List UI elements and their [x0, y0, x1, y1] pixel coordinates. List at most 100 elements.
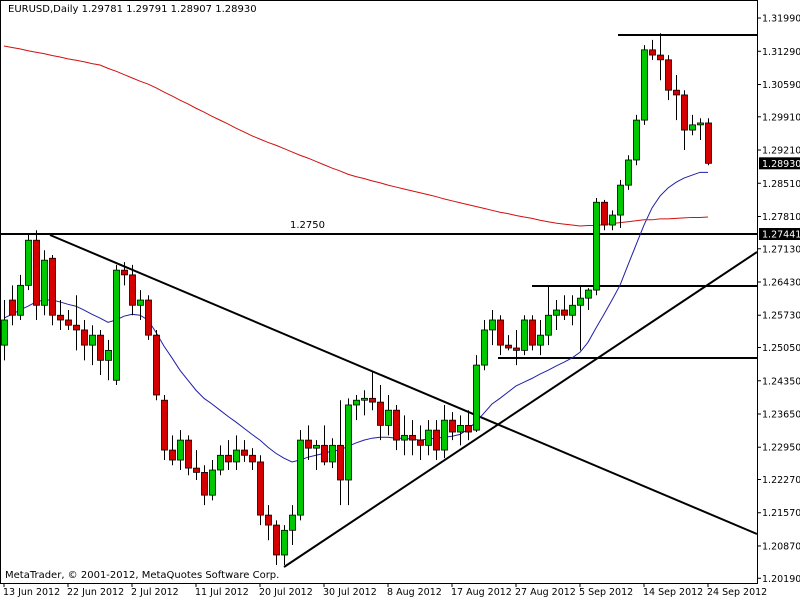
y-tick-label: 1.28510: [762, 179, 800, 190]
plot: [0, 33, 757, 565]
candle-body: [441, 419, 448, 451]
candle-body: [193, 467, 200, 473]
level-tag: [759, 228, 800, 241]
drawn-objects: [49, 34, 758, 568]
candle-body: [681, 94, 688, 131]
candle-body: [601, 201, 608, 226]
y-tick-label: 1.22270: [762, 475, 800, 486]
candle-body: [81, 329, 88, 346]
candle-body: [281, 529, 288, 556]
candle-body: [1, 319, 8, 346]
candle-body: [73, 324, 80, 331]
candle-body: [689, 124, 696, 131]
y-tick-label: 1.29910: [762, 112, 800, 123]
candle-body: [641, 49, 648, 121]
footer: MetaTrader, © 2001-2012, MetaQuotes Soft…: [5, 570, 279, 581]
candle-body: [249, 454, 256, 463]
y-tick-label: 1.21570: [762, 508, 800, 519]
candle-body: [697, 122, 704, 126]
candle-body: [649, 49, 656, 56]
candle-body: [89, 334, 96, 346]
candle-body: [481, 329, 488, 366]
candle-body: [401, 434, 408, 441]
candle-body: [473, 364, 480, 431]
candle-body: [209, 469, 216, 496]
candle-body: [489, 319, 496, 331]
candle-body: [17, 284, 24, 316]
candle-body: [385, 409, 392, 426]
x-tick-label: 30 Jul 2012: [323, 587, 377, 598]
candle-body: [201, 471, 208, 496]
candle-body: [529, 319, 536, 346]
y-tick-label: 1.25730: [762, 311, 800, 322]
candle-body: [41, 259, 48, 306]
candle-body: [577, 297, 584, 306]
x-tick-label: 14 Sep 2012: [643, 587, 703, 598]
candle-body: [265, 514, 272, 526]
x-tick-label: 22 Jun 2012: [67, 587, 124, 598]
x-tick-label: 11 Jul 2012: [195, 587, 249, 598]
candle-body: [497, 319, 504, 346]
candle-body: [25, 239, 32, 286]
candle-body: [417, 439, 424, 446]
candle-body: [705, 122, 712, 164]
candle-body: [329, 444, 336, 463]
candle-body: [561, 309, 568, 316]
candle-body: [57, 314, 64, 321]
y-tick-label: 1.22950: [762, 443, 800, 454]
candle-body: [49, 257, 56, 316]
candle-body: [113, 269, 120, 381]
candle-body: [105, 349, 112, 361]
candle-body: [121, 269, 128, 276]
candle-body: [337, 444, 344, 481]
x-tick-label: 24 Sep 2012: [707, 587, 767, 598]
level-name: 1.2750: [290, 220, 325, 231]
y-tick-label: 1.27810: [762, 212, 800, 223]
candle-body: [545, 314, 552, 336]
moving-average: [3, 171, 708, 463]
x-tick-label: 5 Sep 2012: [579, 587, 633, 598]
candle-body: [97, 334, 104, 361]
candle-body: [177, 439, 184, 461]
x-tick-label: 13 Jun 2012: [3, 587, 60, 598]
y-tick-label: 1.27130: [762, 244, 800, 255]
candle-body: [665, 59, 672, 91]
y-tick-label: 1.31290: [762, 47, 800, 58]
chart-title: EURUSD,Daily 1.29781 1.29791 1.28907 1.2…: [8, 4, 257, 15]
y-tick-label: 1.26430: [762, 278, 800, 289]
price-tag-label: 1.28930: [762, 159, 800, 170]
candle-body: [33, 239, 40, 306]
candle-body: [65, 319, 72, 326]
y-tick-label: 1.29210: [762, 146, 800, 157]
candle-body: [393, 409, 400, 441]
plot-frame: [0, 0, 758, 584]
candle-body: [553, 309, 560, 316]
candle-body: [233, 449, 240, 463]
trend-line: [49, 234, 758, 535]
candle-body: [457, 424, 464, 433]
y-tick-label: 1.30590: [762, 80, 800, 91]
y-tick-label: 1.23650: [762, 409, 800, 420]
candle-body: [273, 524, 280, 556]
candle-body: [185, 439, 192, 469]
candle-body: [409, 434, 416, 441]
candle-body: [289, 514, 296, 531]
candle-body: [609, 214, 616, 226]
y-tick-label: 1.20870: [762, 541, 800, 552]
candle-body: [345, 404, 352, 481]
y-tick-label: 1.24350: [762, 376, 800, 387]
candle-body: [617, 184, 624, 216]
candle-body: [505, 344, 512, 349]
candle-body: [513, 347, 520, 351]
x-tick-label: 17 Aug 2012: [451, 587, 512, 598]
candle-body: [361, 397, 368, 401]
candle-body: [537, 334, 544, 346]
candle-body: [257, 461, 264, 516]
candle-body: [585, 289, 592, 299]
candle-body: [137, 299, 144, 306]
candle-body: [9, 299, 16, 316]
candle-body: [521, 319, 528, 351]
x-tick-label: 27 Aug 2012: [515, 587, 576, 598]
